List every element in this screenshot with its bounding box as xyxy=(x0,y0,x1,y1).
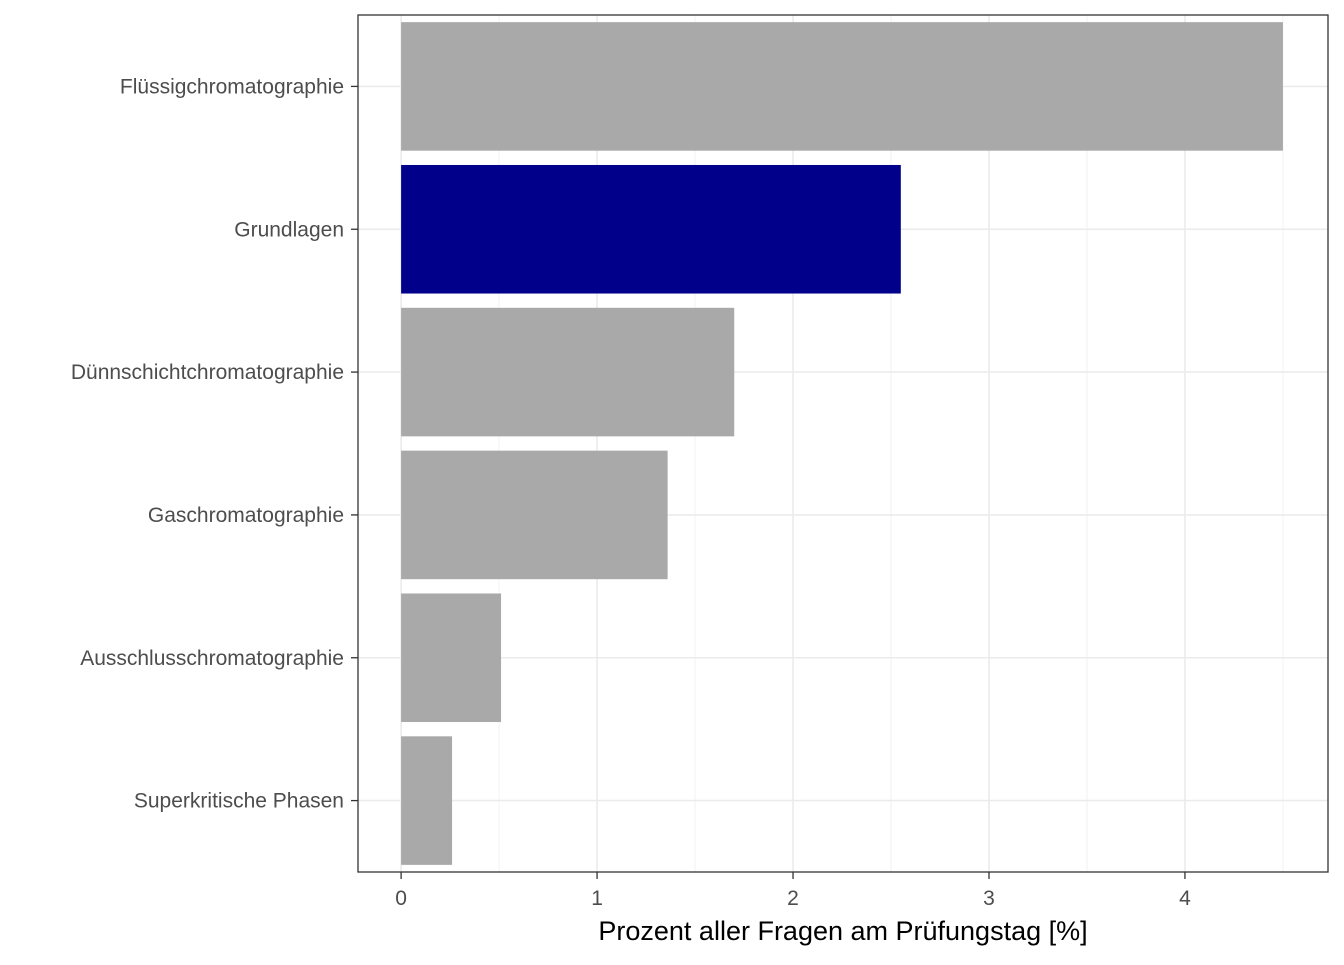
x-tick-label: 4 xyxy=(1179,887,1191,910)
bar-superkritische-phasen xyxy=(401,736,453,865)
bar-grundlagen xyxy=(401,164,901,294)
x-tick-label: 2 xyxy=(787,887,799,910)
axes: Flüssigchromatographie Grundlagen Dünnschi… xyxy=(71,75,1191,910)
y-tick-label: Ausschlusschromatographie xyxy=(80,647,344,670)
bars xyxy=(401,22,1283,865)
y-tick-label: Grundlagen xyxy=(234,218,344,241)
x-tick-label: 3 xyxy=(983,887,995,910)
bar-gaschromatographie xyxy=(401,450,668,580)
bar-d-nnschichtchromatographie xyxy=(401,307,735,437)
x-tick-label: 1 xyxy=(591,887,603,910)
y-tick-label: Flüssigchromatographie xyxy=(120,75,344,98)
bar-fl-ssigchromatographie xyxy=(401,22,1283,151)
x-axis-title: Prozent aller Fragen am Prüfungstag [%] xyxy=(598,916,1087,946)
y-tick-label: Dünnschichtchromatographie xyxy=(71,361,344,384)
panel-border xyxy=(357,14,1329,873)
bar-ausschlusschromatographie xyxy=(401,593,502,723)
panel-background xyxy=(358,15,1328,872)
x-tick-label: 0 xyxy=(395,887,407,910)
y-tick-label: Superkritische Phasen xyxy=(134,790,344,813)
y-tick-label: Gaschromatographie xyxy=(148,504,344,527)
